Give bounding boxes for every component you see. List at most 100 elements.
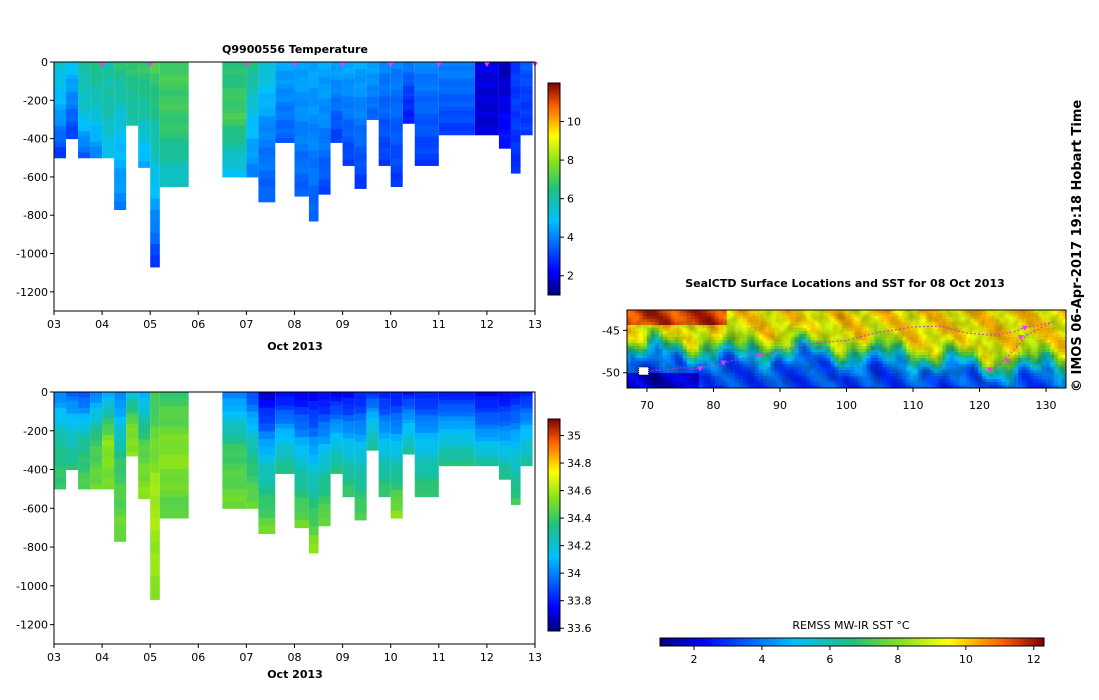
profile-cell — [378, 415, 391, 422]
profile-cell — [294, 429, 309, 438]
profile-cell — [294, 166, 309, 175]
profile-cell — [354, 448, 367, 457]
profile-cell — [308, 409, 319, 420]
profile-cell — [258, 486, 276, 495]
sst-texture — [627, 310, 1066, 388]
profile-cell — [318, 414, 331, 423]
profile-cell — [330, 455, 343, 461]
profile-cell — [378, 159, 391, 166]
profile-cell — [318, 62, 331, 70]
colorbar-tick-label: 33.8 — [567, 595, 592, 608]
profile-cell — [330, 401, 343, 407]
profile-cell — [510, 423, 521, 430]
profile-cell — [354, 455, 367, 464]
profile-column — [275, 62, 295, 143]
profile-cell — [330, 405, 343, 411]
profile-cell — [510, 448, 521, 455]
profile-cell — [520, 66, 533, 71]
profile-cell — [138, 415, 151, 423]
profile-cell — [414, 136, 439, 143]
profile-cell — [246, 138, 259, 146]
x-tick-label: 08 — [288, 318, 302, 331]
profile-cell — [78, 397, 91, 404]
profile-cell — [78, 435, 91, 441]
profile-cell — [150, 392, 160, 405]
profile-cell — [520, 432, 533, 438]
profile-cell — [474, 404, 499, 409]
profile-cell — [294, 497, 309, 506]
profile-column — [78, 62, 91, 159]
profile-cell — [390, 455, 403, 463]
profile-cell — [126, 416, 139, 421]
profile-column — [318, 392, 331, 527]
profile-cell — [520, 102, 533, 107]
profile-cell — [342, 397, 355, 405]
profile-cell — [150, 164, 160, 177]
profile-cell — [354, 69, 367, 77]
profile-cell — [318, 466, 331, 475]
profile-cell — [222, 437, 247, 445]
sst-colorbar-tick-label: 12 — [1027, 653, 1041, 666]
profile-cell — [378, 79, 391, 86]
profile-cell — [330, 437, 343, 443]
profile-cell — [246, 164, 259, 172]
profile-cell — [246, 456, 259, 464]
profile-cell — [318, 106, 331, 114]
profile-cell — [308, 185, 319, 195]
profile-cell — [498, 401, 511, 408]
profile-cell — [78, 445, 91, 452]
profile-cell — [159, 89, 189, 98]
profile-cell — [366, 443, 379, 448]
profile-cell — [342, 84, 355, 92]
profile-cell — [78, 456, 91, 463]
profile-cell — [258, 131, 276, 141]
profile-cell — [330, 62, 343, 67]
profile-cell — [90, 467, 103, 474]
profile-cell — [275, 423, 295, 429]
profile-cell — [275, 468, 295, 474]
profile-cell — [114, 474, 127, 484]
profile-cell — [354, 132, 367, 140]
profile-cell — [318, 164, 331, 173]
profile-cell — [402, 429, 415, 434]
profile-cell — [510, 148, 521, 156]
profile-cell — [318, 120, 331, 129]
profile-cell — [126, 431, 139, 436]
profile-cell — [342, 432, 355, 440]
profile-cell — [138, 149, 151, 157]
profile-cell — [520, 86, 533, 91]
profile-cell — [138, 474, 151, 482]
profile-cell — [308, 436, 319, 447]
profile-cell — [402, 82, 415, 87]
profile-cell — [138, 120, 151, 127]
profile-cell — [342, 67, 355, 74]
profile-cell — [342, 485, 355, 492]
profile-cell — [54, 141, 67, 148]
profile-cell — [54, 72, 67, 79]
profile-cell — [438, 457, 475, 463]
profile-cell — [102, 93, 115, 100]
profile-cell — [66, 70, 79, 76]
profile-cell — [114, 392, 127, 401]
profile-cell — [102, 429, 115, 436]
profile-cell — [138, 85, 151, 92]
profile-cell — [78, 483, 91, 490]
profile-cell — [498, 445, 511, 451]
profile-cell — [66, 96, 79, 101]
profile-cell — [390, 103, 403, 111]
profile-cell — [498, 138, 511, 144]
profile-cell — [308, 535, 319, 545]
profile-cell — [414, 84, 439, 92]
surface-location-marker — [1017, 335, 1024, 341]
profile-cell — [90, 440, 103, 447]
profile-cell — [330, 97, 343, 103]
profile-cell — [330, 133, 343, 139]
profile-cell — [378, 392, 391, 399]
profile-cell — [222, 113, 247, 120]
x-tick-label: 09 — [336, 651, 350, 664]
profile-cell — [390, 117, 403, 125]
profile-column — [78, 392, 91, 490]
profile-cell — [402, 398, 415, 403]
profile-cell — [159, 420, 189, 428]
profile-cell — [102, 88, 115, 95]
